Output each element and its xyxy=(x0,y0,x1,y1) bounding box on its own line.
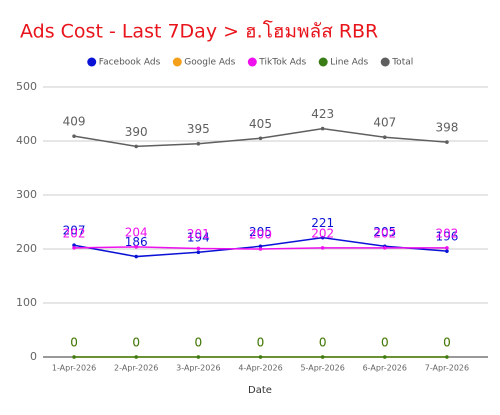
data-label: 0 xyxy=(70,336,78,350)
point xyxy=(445,355,449,359)
point xyxy=(258,244,263,249)
x-tick-label: 5-Apr-2026 xyxy=(300,364,344,373)
data-label: 395 xyxy=(187,122,210,136)
x-tick-label: 1-Apr-2026 xyxy=(52,364,96,373)
point xyxy=(196,141,201,146)
data-label: 409 xyxy=(63,115,86,129)
y-tick-label: 400 xyxy=(16,134,37,147)
point xyxy=(196,250,201,255)
data-label: 0 xyxy=(195,336,203,350)
point xyxy=(258,247,263,251)
y-tick-label: 100 xyxy=(16,296,37,309)
data-label: 186 xyxy=(125,235,148,249)
data-label: 0 xyxy=(319,336,327,350)
legend-label: Total xyxy=(391,58,413,68)
x-tick-label: 3-Apr-2026 xyxy=(176,364,220,373)
data-label: 201 xyxy=(187,227,210,241)
point xyxy=(134,355,139,359)
x-axis-label: Date xyxy=(248,385,272,396)
data-label: 0 xyxy=(132,336,140,350)
data-label: 0 xyxy=(319,336,327,350)
data-label: 202 xyxy=(63,226,86,240)
point xyxy=(382,135,387,140)
point xyxy=(134,254,139,259)
data-label: 202 xyxy=(311,226,334,240)
data-label: 205 xyxy=(249,225,272,239)
point xyxy=(72,355,76,359)
legend-label: Google Ads xyxy=(184,58,235,68)
point xyxy=(320,246,325,250)
x-tick-label: 4-Apr-2026 xyxy=(238,364,282,373)
data-label: 398 xyxy=(435,121,458,135)
legend-marker xyxy=(247,57,257,67)
legend-label: Line Ads xyxy=(330,58,368,68)
point xyxy=(445,249,449,253)
data-label: 0 xyxy=(257,336,265,350)
point xyxy=(258,136,263,141)
point xyxy=(72,243,76,248)
data-label: 0 xyxy=(132,336,140,350)
data-label: 423 xyxy=(311,107,334,121)
y-tick-label: 300 xyxy=(16,188,37,201)
data-label: 0 xyxy=(381,336,389,350)
point xyxy=(320,355,325,359)
point xyxy=(445,140,449,144)
data-label: 200 xyxy=(249,228,272,242)
legend-marker xyxy=(380,57,390,67)
y-tick-label: 500 xyxy=(16,80,37,93)
x-tick-label: 7-Apr-2026 xyxy=(425,364,469,373)
point xyxy=(72,246,76,250)
data-label: 390 xyxy=(125,125,148,139)
legend-label: Facebook Ads xyxy=(99,58,161,68)
data-label: 405 xyxy=(249,117,272,131)
data-label: 0 xyxy=(195,336,203,350)
data-label: 0 xyxy=(381,336,389,350)
point xyxy=(445,246,449,250)
y-tick-label: 200 xyxy=(16,242,37,255)
data-label: 205 xyxy=(373,225,396,239)
x-tick-label: 6-Apr-2026 xyxy=(363,364,407,373)
point xyxy=(134,245,139,249)
data-label: 0 xyxy=(70,336,78,350)
chart-title: Ads Cost - Last 7Day > ฮ.โฮมพลัส RBR xyxy=(20,20,378,43)
point xyxy=(258,355,263,359)
legend-marker xyxy=(87,57,97,67)
data-label: 196 xyxy=(435,230,458,244)
legend-marker xyxy=(318,57,328,67)
data-label: 202 xyxy=(373,226,396,240)
data-label: 0 xyxy=(443,336,451,350)
point xyxy=(72,134,76,138)
point xyxy=(382,355,387,359)
point xyxy=(320,235,325,240)
data-label: 0 xyxy=(443,336,451,350)
legend-marker xyxy=(172,57,182,67)
data-label: 194 xyxy=(187,231,210,245)
point xyxy=(196,355,201,359)
point xyxy=(134,144,139,149)
point xyxy=(320,126,325,131)
data-label: 407 xyxy=(373,116,396,130)
data-label: 0 xyxy=(257,336,265,350)
x-tick-label: 2-Apr-2026 xyxy=(114,364,158,373)
data-label: 207 xyxy=(63,224,86,238)
data-label: 202 xyxy=(435,226,458,240)
data-label: 204 xyxy=(125,225,148,239)
point xyxy=(196,246,201,251)
data-label: 221 xyxy=(311,216,334,230)
point xyxy=(382,246,387,250)
legend-label: TikTok Ads xyxy=(258,58,306,68)
y-tick-label: 0 xyxy=(30,350,37,363)
